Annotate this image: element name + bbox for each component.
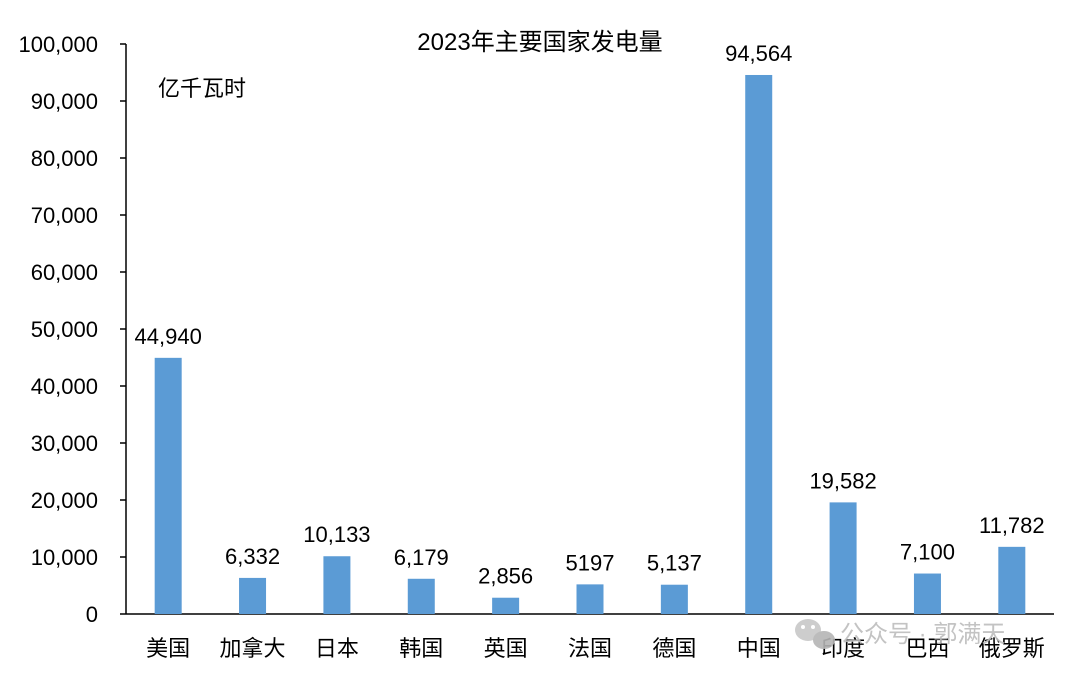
data-label: 44,940 xyxy=(135,324,202,349)
category-label: 美国 xyxy=(146,636,190,661)
y-tick-label: 0 xyxy=(86,602,98,627)
category-label: 德国 xyxy=(652,636,696,661)
chart-title: 2023年主要国家发电量 xyxy=(417,29,662,56)
y-tick-label: 80,000 xyxy=(31,146,98,171)
data-label: 7,100 xyxy=(900,540,955,565)
category-labels: 美国 加拿大 日本 韩国 英国 法国 德国 中国 印度 巴西 俄罗斯 xyxy=(146,636,1045,661)
bar xyxy=(576,584,604,614)
bar xyxy=(154,357,182,614)
watermark: 公众号 · 郭满天 xyxy=(795,619,1005,649)
category-label: 加拿大 xyxy=(220,636,286,661)
data-label: 19,582 xyxy=(809,468,876,493)
data-label: 10,133 xyxy=(303,522,370,547)
bar xyxy=(407,578,435,614)
y-tick-label: 20,000 xyxy=(31,488,98,513)
y-tick-label: 10,000 xyxy=(31,545,98,570)
y-axis-ticks: 0 10,000 20,000 30,000 40,000 50,000 60,000 70,… xyxy=(18,32,126,627)
data-label: 6,179 xyxy=(394,545,449,570)
data-labels: 44,940 6,332 10,133 6,179 2,856 5197 5,137 94,5… xyxy=(135,41,1045,589)
bar xyxy=(492,597,520,614)
bar xyxy=(998,546,1026,614)
wechat-icon xyxy=(795,619,835,649)
data-label: 6,332 xyxy=(225,544,280,569)
bar xyxy=(745,74,773,614)
y-tick-label: 50,000 xyxy=(31,317,98,342)
bar xyxy=(829,502,857,614)
category-label: 巴西 xyxy=(905,636,949,661)
category-label: 法国 xyxy=(568,636,612,661)
category-label: 英国 xyxy=(484,636,528,661)
data-label: 94,564 xyxy=(725,41,792,66)
category-label: 日本 xyxy=(315,636,359,661)
y-tick-label: 90,000 xyxy=(31,89,98,114)
y-tick-label: 40,000 xyxy=(31,374,98,399)
data-label: 2,856 xyxy=(478,564,533,589)
y-tick-label: 30,000 xyxy=(31,431,98,456)
bar xyxy=(660,584,688,614)
bars xyxy=(154,74,1026,614)
y-tick-label: 70,000 xyxy=(31,203,98,228)
bar xyxy=(913,573,941,614)
category-label: 中国 xyxy=(737,636,781,661)
y-tick-label: 100,000 xyxy=(18,32,98,57)
category-label: 俄罗斯 xyxy=(979,636,1045,661)
bar xyxy=(239,577,267,614)
y-tick-label: 60,000 xyxy=(31,260,98,285)
data-label: 5197 xyxy=(566,550,615,575)
y-unit-label: 亿千瓦时 xyxy=(158,76,246,101)
category-label: 韩国 xyxy=(399,636,443,661)
data-label: 5,137 xyxy=(647,551,702,576)
watermark-text: 公众号 · 郭满天 xyxy=(840,621,1005,648)
bar xyxy=(323,556,351,614)
data-label: 11,782 xyxy=(979,513,1045,538)
